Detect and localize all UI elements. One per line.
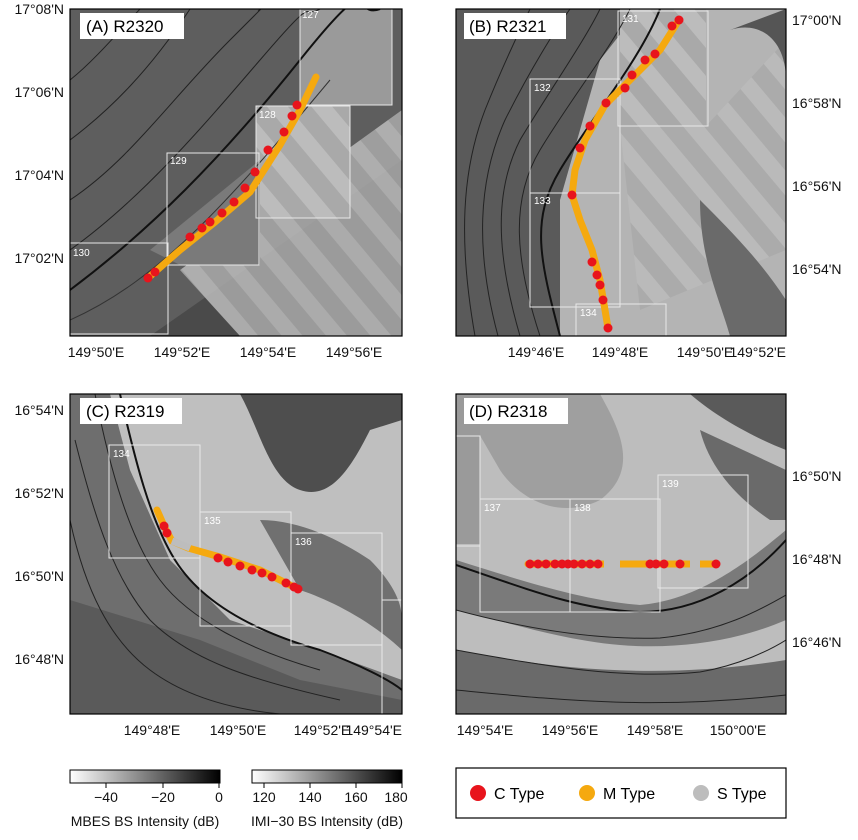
legend: C Type M Type S Type [455,767,787,819]
y-tick-label: 17°00'N [792,12,842,28]
colorbar-tick-label: 120 [252,789,276,805]
x-tick-label: 150°00'E [710,722,767,738]
box-label: 131 [622,14,639,25]
colorbar-tick-label: 0 [215,789,223,805]
box-label: 139 [662,479,679,490]
panel-c-y-ticks: 16°54'N 16°52'N 16°50'N 16°48'N [14,402,64,667]
x-tick-label: 149°54'E [240,344,297,360]
box-label: 134 [580,308,597,319]
box-label: 132 [534,83,551,94]
panel-b-y-ticks: 17°00'N 16°58'N 16°56'N 16°54'N [792,12,842,277]
panel-title: (B) R2321 [469,17,546,36]
panel-a-map [70,9,402,336]
x-tick-label: 149°52'E [294,722,351,738]
box-label: 127 [302,10,319,21]
colorbar-tick-label: −20 [151,789,175,805]
panel-a-track [143,73,320,283]
panel-d-title-box [464,398,568,424]
colorbar-tick-label: 140 [298,789,322,805]
y-tick-label: 17°04'N [14,167,64,183]
y-tick-label: 16°50'N [792,468,842,484]
colorbar-tick-label: 180 [384,789,408,805]
panel-d-map [456,394,786,714]
panel-c-box-labels: 134 135 136 [113,449,312,548]
panel-b-box-labels: 131 132 133 134 [534,14,639,319]
box-label: 136 [295,537,312,548]
panel-b-x-ticks: 149°46'E 149°48'E 149°50'E 149°52'E [508,344,786,360]
y-tick-label: 17°08'N [14,1,64,17]
x-tick-label: 149°50'E [210,722,267,738]
panel-c-map [70,394,402,714]
legend-label: S Type [717,786,767,803]
panel-a-title-box [80,13,184,39]
panel-c-x-ticks: 149°48'E 149°50'E 149°52'E 149°54'E [124,722,402,738]
colorbar-label: MBES BS Intensity (dB) [71,813,220,829]
panel-c-track [153,506,303,594]
x-tick-label: 149°56'E [326,344,383,360]
x-tick-label: 149°48'E [124,722,181,738]
x-tick-label: 149°52'E [729,344,786,360]
x-tick-label: 149°58'E [627,722,684,738]
y-tick-label: 16°48'N [14,651,64,667]
legend-swatch-c [470,785,486,801]
panel-b-title-box [464,13,566,39]
x-tick-label: 149°50'E [68,344,125,360]
panel-b-track [567,15,684,333]
colorbar-mbes: −40 −20 0 MBES BS Intensity (dB) [69,769,223,829]
x-tick-label: 149°54'E [457,722,514,738]
x-tick-label: 149°56'E [542,722,599,738]
panel-a: 127 128 129 130 (A) R2320 17°08'N 17°06'… [14,1,403,360]
y-tick-label: 16°52'N [14,485,64,501]
y-tick-label: 16°56'N [792,178,842,194]
legend-swatch-m [579,785,595,801]
panel-d-track [524,559,721,569]
y-tick-label: 16°54'N [14,402,64,418]
box-label: 138 [574,503,591,514]
y-tick-label: 16°46'N [792,634,842,650]
colorbar-label: IMI−30 BS Intensity (dB) [251,813,403,829]
panel-a-y-ticks: 17°08'N 17°06'N 17°04'N 17°02'N [14,1,64,266]
y-tick-label: 16°48'N [792,551,842,567]
panel-a-x-ticks: 149°50'E 149°52'E 149°54'E 149°56'E [68,344,383,360]
panel-b: 131 132 133 134 (B) R2321 17°00'N 16°58'… [455,8,842,360]
colorbar-imi30: 120 140 160 180 IMI−30 BS Intensity (dB) [251,769,408,829]
x-tick-label: 149°52'E [154,344,211,360]
box-label: 130 [73,248,90,259]
box-label: 129 [170,156,187,167]
x-tick-label: 149°54'E [345,722,402,738]
legend-label: C Type [494,786,545,803]
panel-d-x-ticks: 149°54'E 149°56'E 149°58'E 150°00'E [457,722,767,738]
panel-c: 134 135 136 (C) R2319 16°54'N 16°52'N 16… [14,393,403,738]
panel-d: 137 138 139 (D) R2318 16°50'N 16°48'N 16… [455,393,842,738]
box-label: 133 [534,196,551,207]
x-tick-label: 149°46'E [508,344,565,360]
x-tick-label: 149°48'E [592,344,649,360]
box-label: 128 [259,110,276,121]
legend-swatch-s [693,785,709,801]
panel-d-box-labels: 137 138 139 [484,479,679,514]
panel-b-map [456,9,786,336]
box-label: 137 [484,503,501,514]
box-label: 134 [113,449,130,460]
box-label: 135 [204,516,221,527]
x-tick-label: 149°50'E [677,344,734,360]
y-tick-label: 16°58'N [792,95,842,111]
panel-d-y-ticks: 16°50'N 16°48'N 16°46'N [792,468,842,650]
panel-title: (A) R2320 [86,17,163,36]
y-tick-label: 17°02'N [14,250,64,266]
panel-title: (D) R2318 [469,402,547,421]
panel-c-title-box [80,398,182,424]
y-tick-label: 17°06'N [14,84,64,100]
legend-label: M Type [603,786,655,803]
panel-a-box-labels: 127 128 129 130 [73,10,319,259]
panel-title: (C) R2319 [86,402,164,421]
y-tick-label: 16°54'N [792,261,842,277]
colorbar-tick-label: −40 [94,789,118,805]
y-tick-label: 16°50'N [14,568,64,584]
colorbar-tick-label: 160 [344,789,368,805]
